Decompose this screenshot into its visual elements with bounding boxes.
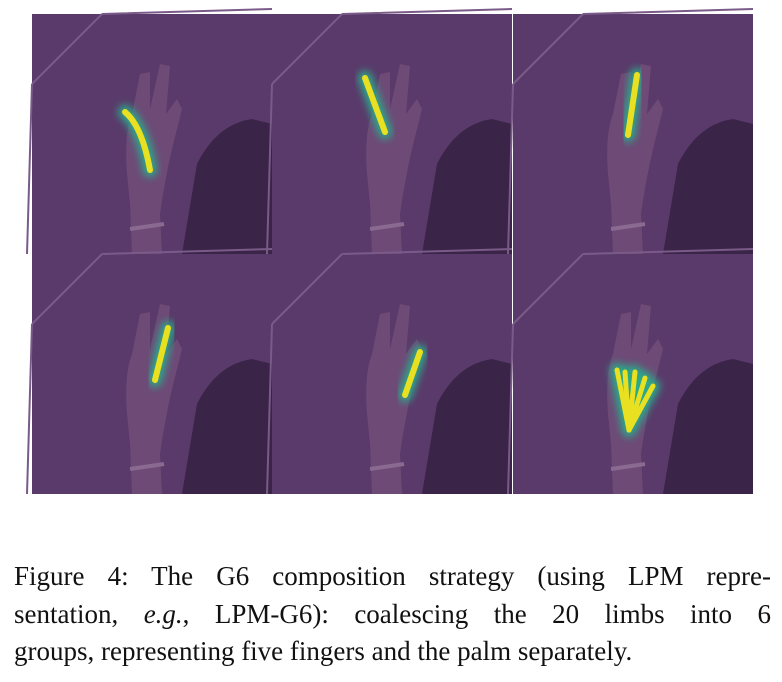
caption-line: Figure 4: The G6 composition strategy (u… [14, 558, 771, 596]
figure-image [25, 7, 755, 496]
caption-text: Figure 4: The G6 composition strategy (u… [14, 561, 771, 591]
panel [265, 247, 514, 496]
panel [25, 247, 274, 496]
panel [265, 7, 514, 256]
caption-text: sentation, [14, 598, 144, 629]
caption-line: groups, representing five fingers and th… [14, 633, 771, 671]
caption-text: groups, representing five fingers and th… [14, 636, 633, 666]
caption-italic: e.g. [143, 598, 183, 629]
panel [506, 7, 755, 256]
panel [25, 7, 274, 256]
figure-caption: Figure 4: The G6 composition strategy (u… [14, 558, 771, 671]
panel [506, 247, 755, 496]
caption-text: , LPM-G6): coalescing the 20 limbs into … [182, 598, 771, 629]
caption-line: sentation, e.g., LPM-G6): coalescing the… [14, 596, 771, 634]
